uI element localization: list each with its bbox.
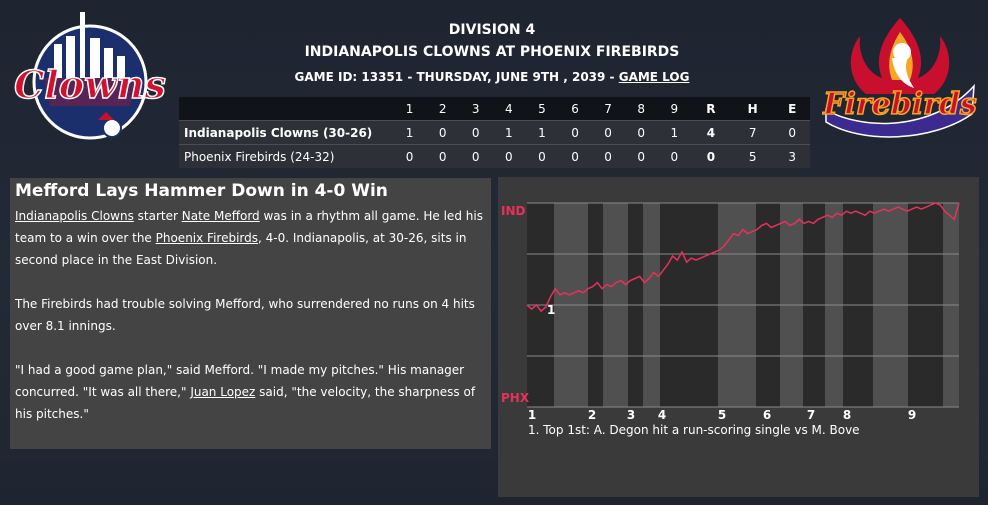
inning-score: 1	[657, 120, 691, 145]
inning-axis-label: 7	[807, 408, 815, 422]
inning-axis-label: 6	[763, 408, 771, 422]
inning-score: 0	[459, 144, 493, 168]
team-link-indianapolis[interactable]: Indianapolis Clowns	[15, 209, 134, 223]
col-inning-1: 1	[393, 97, 427, 121]
inning-score: 0	[459, 120, 493, 145]
inning-axis-label: 4	[658, 408, 666, 422]
linescore-row-phoenix: Phoenix Firebirds (24-32) 0 0 0 0 0 0 0 …	[179, 144, 810, 168]
inning-axis-label: 9	[908, 408, 916, 422]
inning-axis-label: 2	[588, 408, 596, 422]
col-hits: H	[730, 97, 775, 121]
errors-total: 3	[774, 144, 810, 168]
inning-score: 0	[591, 120, 625, 145]
game-log-link[interactable]: GAME LOG	[618, 70, 690, 84]
linescore-row-indianapolis: Indianapolis Clowns (30-26) 1 0 0 1 1 0 …	[179, 120, 810, 145]
team-name: Phoenix Firebirds (24-32)	[179, 144, 393, 168]
inning-axis-label: 1	[528, 408, 536, 422]
linescore-table: 1 2 3 4 5 6 7 8 9 R H E Indianapolis Clo…	[179, 97, 810, 168]
col-inning-7: 7	[591, 97, 625, 121]
firebirds-logo-wordmark: Firebirds	[822, 87, 977, 122]
story-text: was in a rhythm all game. He led his tea…	[15, 209, 483, 245]
inning-score: 0	[558, 120, 592, 145]
errors-total: 0	[774, 120, 810, 145]
inning-score: 0	[393, 144, 427, 168]
story-text: starter	[133, 209, 182, 223]
game-story-panel: Mefford Lays Hammer Down in 4-0 Win Indi…	[10, 178, 491, 449]
win-probability-line	[526, 202, 960, 313]
runs-total: 4	[690, 120, 731, 145]
inning-score: 1	[492, 120, 526, 145]
team-column-header	[179, 97, 393, 121]
hits-total: 5	[730, 144, 775, 168]
story-paragraph-3: "I had a good game plan," said Mefford. …	[15, 359, 487, 425]
runs-total: 0	[690, 144, 731, 168]
event-caption: 1. Top 1st: A. Degon hit a run-scoring s…	[528, 423, 860, 437]
game-info: GAME ID: 13351 - THURSDAY, JUNE 9TH , 20…	[182, 70, 802, 84]
inning-axis-label: 8	[843, 408, 851, 422]
division-title: DIVISION 4	[448, 22, 536, 38]
linescore-header-row: 1 2 3 4 5 6 7 8 9 R H E	[179, 97, 810, 121]
col-inning-9: 9	[657, 97, 691, 121]
story-paragraph-1: Indianapolis Clowns starter Nate Mefford…	[15, 205, 487, 271]
inning-score: 0	[426, 120, 460, 145]
col-errors: E	[774, 97, 810, 121]
event-marker[interactable]: 1	[547, 303, 555, 317]
inning-score: 0	[492, 144, 526, 168]
story-text: "I had a good game plan," said Mefford. …	[15, 363, 465, 399]
col-inning-2: 2	[426, 97, 460, 121]
story-headline: Mefford Lays Hammer Down in 4-0 Win	[15, 181, 388, 201]
matchup-title: INDIANAPOLIS CLOWNS AT PHOENIX FIREBIRDS	[304, 44, 680, 60]
firebirds-logo: Firebirds	[822, 18, 977, 138]
col-runs: R	[690, 97, 731, 121]
inning-score: 0	[624, 144, 658, 168]
inning-axis-label: 5	[718, 408, 726, 422]
game-id-date: GAME ID: 13351 - THURSDAY, JUNE 9TH , 20…	[294, 70, 619, 84]
inning-score: 0	[525, 144, 559, 168]
col-inning-4: 4	[492, 97, 526, 121]
team-link-phoenix[interactable]: Phoenix Firebirds	[155, 231, 259, 245]
hits-total: 7	[730, 120, 775, 145]
clowns-logo-wordmark: Clowns	[14, 62, 166, 107]
inning-score: 0	[591, 144, 625, 168]
story-paragraph-2: The Firebirds had trouble solving Meffor…	[15, 297, 475, 333]
inning-score: 0	[657, 144, 691, 168]
col-inning-3: 3	[459, 97, 493, 121]
win-probability-chart: IND PHX 1 1 2 3 4 5 6 7 8 9	[501, 202, 960, 422]
inning-axis-label: 3	[627, 408, 635, 422]
inning-score: 1	[525, 120, 559, 145]
clowns-logo: Clowns	[14, 12, 166, 140]
story-text: said, "the velocity, the sharpness of hi…	[15, 385, 476, 421]
inning-score: 0	[426, 144, 460, 168]
col-inning-5: 5	[525, 97, 559, 121]
story-text: , 4-0. Indianapolis, at 30-26, sits in s…	[15, 231, 467, 267]
col-inning-8: 8	[624, 97, 658, 121]
inning-score: 0	[624, 120, 658, 145]
col-inning-6: 6	[558, 97, 592, 121]
team-name: Indianapolis Clowns (30-26)	[179, 120, 393, 145]
win-probability-panel: IND PHX 1 1 2 3 4 5 6 7 8 9 1. Top 1st: A. Degon…	[498, 177, 979, 497]
inning-score: 0	[558, 144, 592, 168]
player-link-mefford[interactable]: Nate Mefford	[181, 209, 260, 223]
ind-axis-label: IND	[501, 204, 526, 218]
inning-score: 1	[393, 120, 427, 145]
phx-axis-label: PHX	[501, 391, 530, 405]
manager-link-lopez[interactable]: Juan Lopez	[190, 385, 256, 399]
